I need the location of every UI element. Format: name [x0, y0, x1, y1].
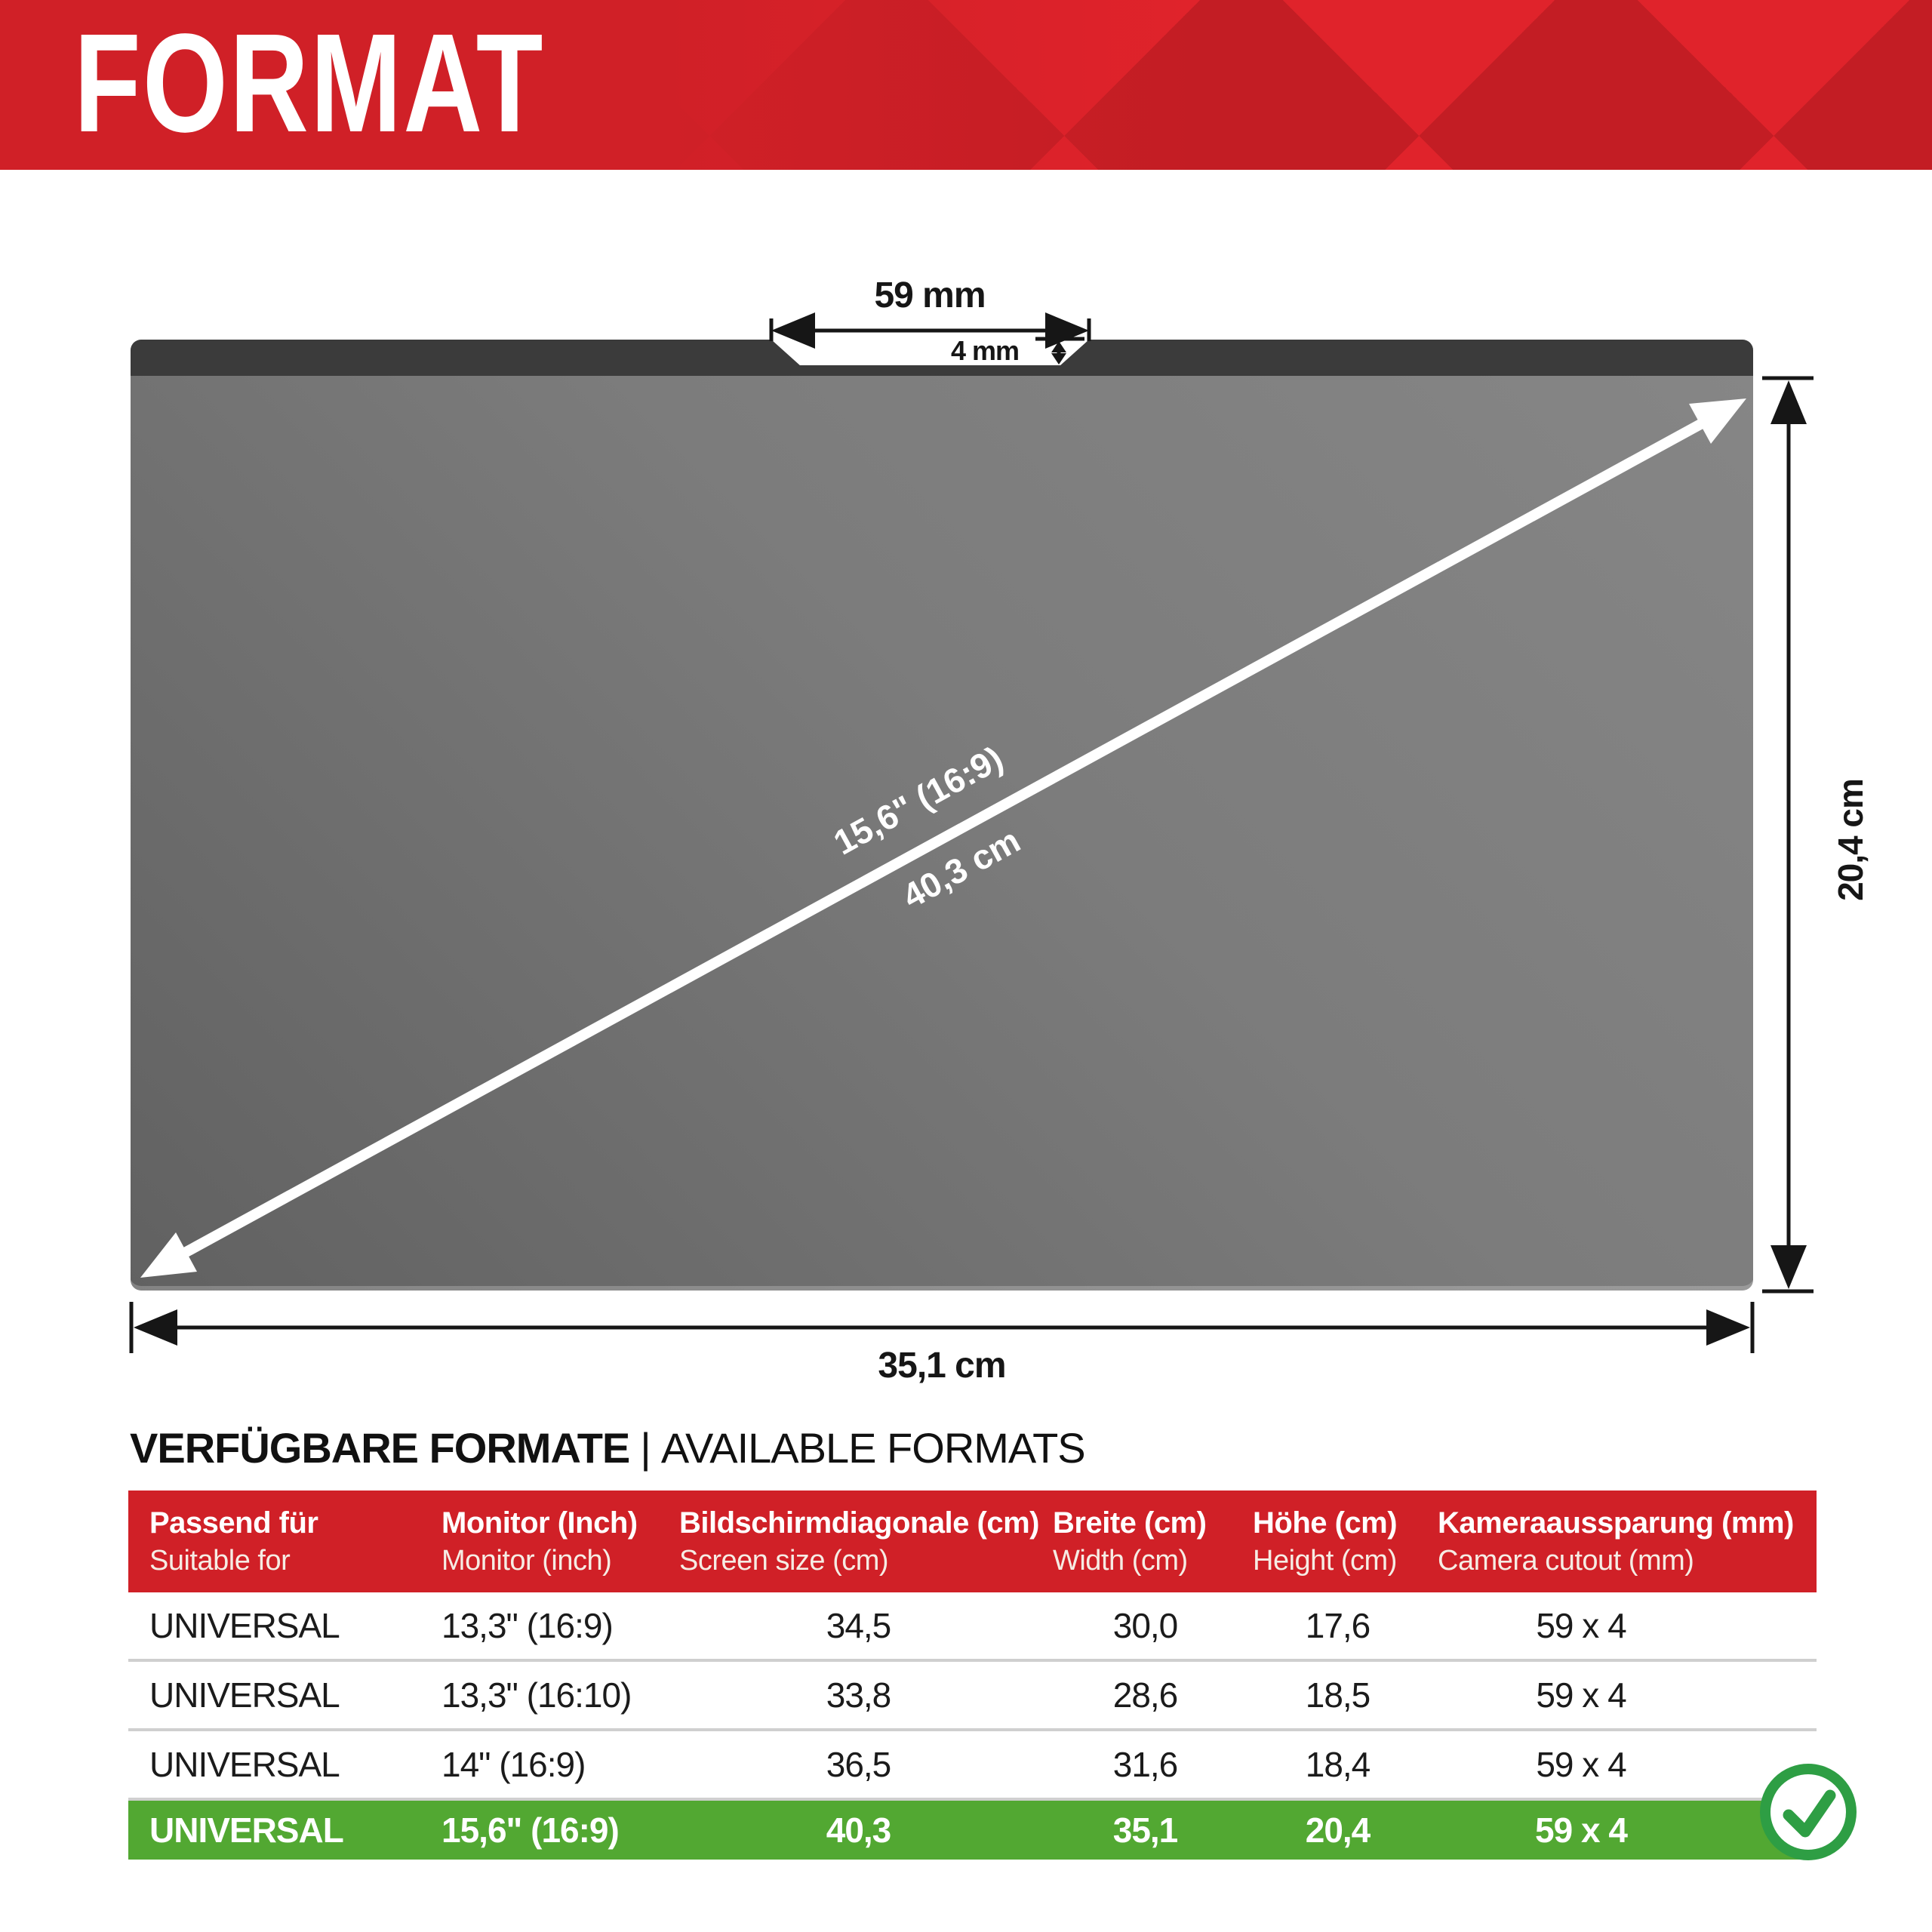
page-title: FORMAT: [74, 5, 545, 162]
cutout-depth-label: 4 mm: [950, 335, 1020, 366]
table-row: UNIVERSAL 14" (16:9) 36,5 31,6 18,4 59 x…: [128, 1731, 1817, 1801]
cutout-width-label: 59 mm: [874, 275, 986, 315]
height-dimension: [1762, 376, 1814, 1294]
table-header-row: Passend für Suitable for Monitor (Inch) …: [128, 1491, 1817, 1592]
filter-top-bezel: [131, 340, 1753, 376]
column-header-screen-size: Bildschirmdiagonale (cm) Screen size (cm…: [679, 1506, 1039, 1577]
column-header-width: Breite (cm) Width (cm): [1053, 1506, 1207, 1577]
formats-table: Passend für Suitable for Monitor (Inch) …: [128, 1491, 1817, 1860]
heading-separator: |: [640, 1424, 651, 1472]
camera-cutout-notch: [771, 340, 1089, 365]
check-circle-icon: [1760, 1764, 1857, 1860]
table-row: UNIVERSAL 13,3" (16:10) 33,8 28,6 18,5 5…: [128, 1662, 1817, 1731]
column-header-monitor: Monitor (Inch) Monitor (inch): [441, 1506, 638, 1577]
column-header-height: Höhe (cm) Height (cm): [1253, 1506, 1398, 1577]
column-header-suitable-for: Passend für Suitable for: [149, 1506, 318, 1577]
header-banner: FORMAT: [0, 0, 1932, 170]
available-formats-heading: VERFÜGBARE FORMATE | AVAILABLE FORMATS: [130, 1423, 1337, 1472]
heading-english: AVAILABLE FORMATS: [660, 1424, 1086, 1472]
width-label: 35,1 cm: [878, 1346, 1006, 1386]
diamond-pattern-background: [0, 0, 1932, 170]
table-row: UNIVERSAL 13,3" (16:9) 34,5 30,0 17,6 59…: [128, 1592, 1817, 1662]
table-row-highlighted: UNIVERSAL 15,6" (16:9) 40,3 35,1 20,4 59…: [128, 1801, 1817, 1860]
height-label: 20,4 cm: [1831, 779, 1870, 901]
column-header-camera-cutout: Kameraaussparung (mm) Camera cutout (mm): [1438, 1506, 1794, 1577]
heading-german: VERFÜGBARE FORMATE: [130, 1424, 630, 1472]
